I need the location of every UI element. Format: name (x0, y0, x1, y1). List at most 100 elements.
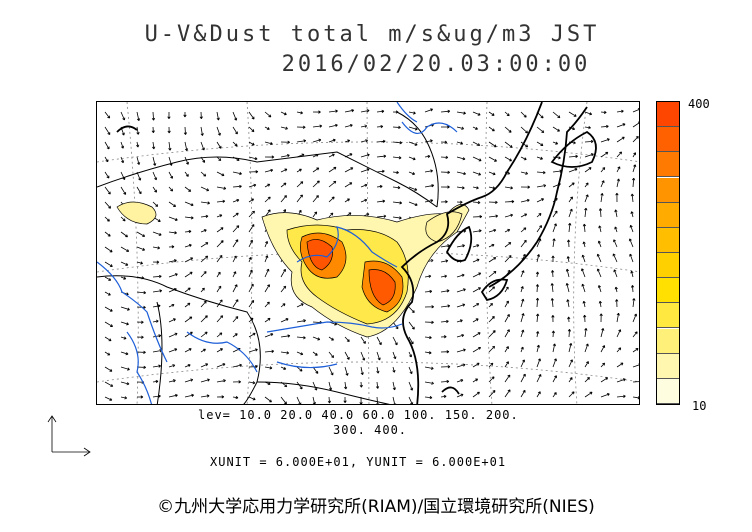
wind-arrow (504, 242, 512, 248)
wind-arrow (616, 178, 620, 188)
wind-arrow (504, 141, 513, 148)
wind-arrow (104, 336, 112, 342)
wind-arrow (616, 312, 620, 323)
wind-arrow (280, 111, 287, 116)
wind-arrow (424, 395, 433, 400)
wind-arrow (152, 201, 159, 207)
wind-arrow (552, 210, 558, 218)
wind-arrow (104, 291, 111, 296)
wind-arrow (120, 156, 125, 164)
wind-arrow (392, 216, 402, 220)
wind-arrow (136, 186, 142, 195)
wind-arrow (104, 321, 113, 327)
colorbar-band (657, 328, 679, 354)
wind-arrow (200, 126, 204, 136)
wind-arrow (488, 270, 497, 278)
wind-arrow (296, 381, 303, 390)
wind-arrow (327, 396, 332, 404)
wind-arrow (120, 231, 128, 238)
wind-arrow (440, 274, 448, 278)
wind-arrow (472, 272, 482, 278)
wind-arrow (280, 195, 287, 203)
wind-arrow (360, 351, 366, 361)
wind-arrow (280, 126, 288, 130)
wind-arrow (312, 180, 320, 188)
wind-arrow (613, 269, 618, 278)
wind-arrow (472, 258, 480, 263)
wind-arrow (152, 274, 162, 279)
wind-arrow (168, 216, 178, 222)
wind-arrow (632, 363, 639, 368)
wind-arrow (440, 200, 448, 204)
wind-arrow (615, 192, 619, 203)
wind-arrow (568, 182, 575, 188)
wind-arrow (232, 363, 243, 368)
wind-arrow (440, 379, 450, 384)
wind-arrow (183, 126, 188, 135)
wind-arrow (488, 243, 495, 248)
wind-arrow (408, 381, 414, 391)
wind-arrow (456, 186, 465, 190)
wind-arrow (520, 313, 525, 323)
wind-arrow (184, 257, 194, 263)
wind-arrow (613, 239, 618, 248)
wind-arrow (184, 156, 189, 165)
wind-arrow (280, 318, 289, 323)
wind-arrow (360, 336, 366, 344)
wind-arrow (456, 333, 465, 338)
wind-arrow (200, 287, 205, 293)
graticule (97, 102, 639, 404)
wind-arrow (136, 156, 141, 165)
wind-arrow (629, 253, 634, 263)
wind-arrow (632, 396, 639, 400)
wind-arrow (600, 151, 609, 158)
wind-arrow (424, 320, 434, 324)
wind-arrow (104, 306, 113, 312)
wind-vectors (104, 108, 639, 404)
wind-arrow (280, 396, 287, 404)
wind-arrow (296, 303, 304, 308)
wind-arrow (184, 331, 193, 338)
wind-arrow (104, 261, 113, 267)
wind-arrow (536, 358, 541, 368)
wind-arrow (168, 318, 176, 323)
wind-arrow (520, 213, 528, 218)
wind-arrow (424, 108, 433, 113)
wind-arrow (376, 169, 385, 173)
wind-arrow (584, 111, 593, 116)
wind-arrow (264, 126, 270, 130)
colorbar-min-label: 10 (692, 399, 707, 413)
wind-arrow (550, 270, 555, 278)
wind-arrow (184, 393, 195, 398)
wind-arrow (520, 111, 527, 118)
wind-arrow (376, 184, 383, 189)
colorbar-band (657, 278, 679, 304)
wind-arrow (504, 213, 514, 218)
wind-arrow (184, 216, 194, 220)
wind-arrow (360, 124, 368, 128)
wind-arrow (536, 126, 545, 133)
wind-arrow (550, 298, 555, 308)
wind-arrow (440, 244, 450, 248)
wind-arrow (216, 141, 222, 149)
wind-arrow (584, 153, 594, 158)
wind-arrow (600, 328, 605, 338)
wind-arrow (344, 198, 350, 203)
wind-arrow (488, 376, 495, 383)
wind-arrow (616, 166, 621, 173)
wind-arrow (408, 351, 413, 358)
wind-arrow (408, 336, 414, 345)
wind-arrow (632, 331, 638, 338)
wind-arrow (582, 241, 586, 248)
wind-arrow (472, 332, 481, 338)
wind-arrow (328, 366, 334, 376)
wind-arrow (440, 304, 451, 308)
wind-arrow (216, 254, 223, 263)
wind-arrow (312, 138, 322, 143)
wind-arrow (120, 396, 128, 400)
wind-arrow (296, 366, 303, 372)
wind-arrow (600, 110, 607, 114)
wind-arrow (584, 391, 593, 398)
wind-arrow (232, 239, 239, 248)
wind-arrow (392, 201, 403, 205)
